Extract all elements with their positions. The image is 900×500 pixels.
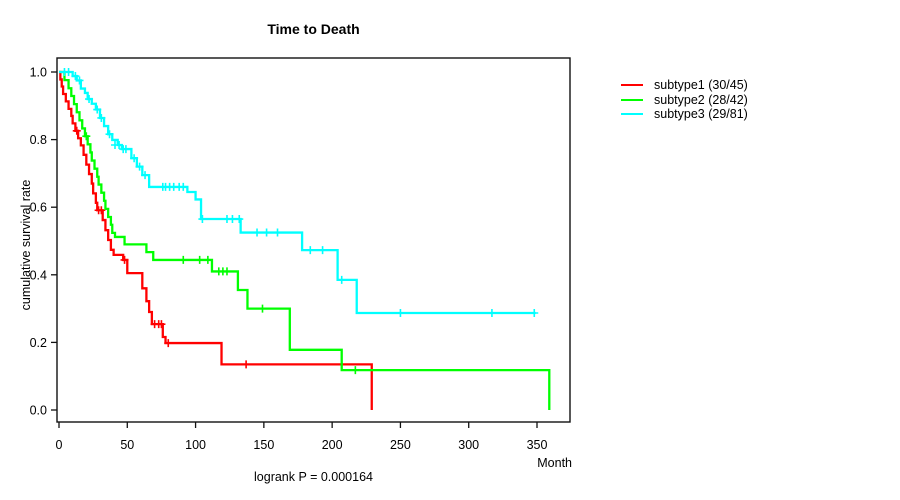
y-tick-label: 0.2 [30, 336, 47, 350]
x-tick-label: 150 [253, 438, 274, 452]
legend-label-subtype1: subtype1 (30/45) [654, 78, 748, 93]
chart-title: Time to Death [267, 21, 360, 37]
y-tick-label: 0.8 [30, 133, 47, 147]
y-tick-label: 1.0 [30, 66, 47, 80]
x-tick-label: 350 [527, 438, 548, 452]
y-tick-label: 0.6 [30, 201, 47, 215]
x-tick-label: 100 [185, 438, 206, 452]
legend-label-subtype3: subtype3 (29/81) [654, 107, 748, 122]
legend-item-subtype1: subtype1 (30/45) [621, 78, 748, 93]
x-tick-label: 50 [120, 438, 134, 452]
y-tick-label: 0.4 [30, 268, 47, 282]
censor-marks-subtype3 [60, 68, 539, 317]
legend-line-subtype1 [621, 84, 643, 87]
survival-curves [59, 68, 551, 410]
legend-item-subtype3: subtype3 (29/81) [621, 107, 748, 122]
x-tick-label: 300 [458, 438, 479, 452]
x-tick-label: 200 [322, 438, 343, 452]
censor-marks-subtype2 [82, 132, 360, 375]
legend-item-subtype2: subtype2 (28/42) [621, 93, 748, 108]
plot-box [56, 57, 571, 423]
plot-axes: 0 50 100 150 200 250 300 350 0.0 0.2 0.4 0.6 0.8 1.0 [30, 57, 571, 452]
legend-line-subtype2 [621, 98, 643, 101]
survival-curve-subtype3 [59, 70, 536, 315]
x-axis-label: Month [537, 456, 572, 470]
survival-curve-subtype1 [59, 70, 373, 410]
legend-label-subtype2: subtype2 (28/42) [654, 92, 748, 107]
survival-curve-subtype2 [59, 70, 551, 410]
legend-line-subtype3 [621, 113, 643, 116]
y-axis-label: cumulative survival rate [19, 179, 33, 311]
y-tick-label: 0.0 [30, 404, 47, 418]
censor-marks-subtype1 [72, 126, 251, 369]
x-tick-label: 0 [56, 438, 63, 452]
x-tick-label: 250 [390, 438, 411, 452]
plot-legend: subtype1 (30/45) subtype2 (28/42) subtyp… [621, 78, 748, 122]
logrank-pvalue-text: logrank P = 0.000164 [254, 470, 373, 484]
